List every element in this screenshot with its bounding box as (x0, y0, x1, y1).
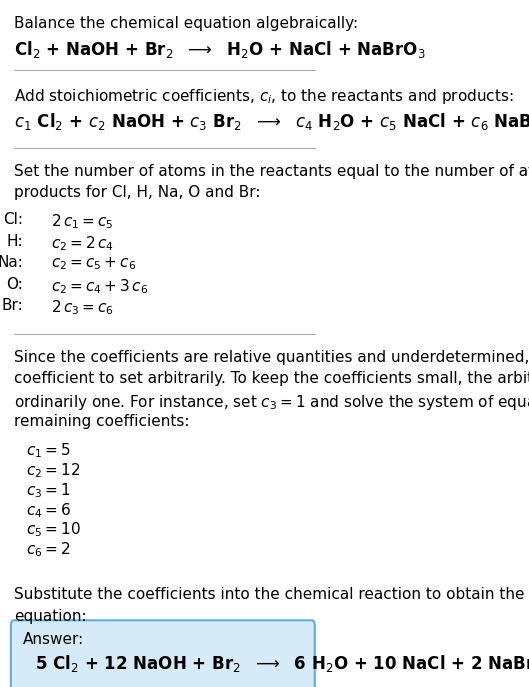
Text: $c_2 = c_4 + 3\,c_6$: $c_2 = c_4 + 3\,c_6$ (51, 277, 148, 295)
Text: Br:: Br: (2, 298, 23, 313)
Text: Substitute the coefficients into the chemical reaction to obtain the balanced: Substitute the coefficients into the che… (14, 587, 529, 602)
Text: $c_1 = 5$: $c_1 = 5$ (26, 442, 71, 460)
Text: $2\,c_1 = c_5$: $2\,c_1 = c_5$ (51, 212, 113, 231)
Text: $c_2 = 12$: $c_2 = 12$ (26, 462, 80, 480)
Text: $2\,c_3 = c_6$: $2\,c_3 = c_6$ (51, 298, 114, 317)
Text: Na:: Na: (0, 256, 23, 271)
Text: 5 Cl$_2$ + 12 NaOH + Br$_2$  $\longrightarrow$  6 H$_2$O + 10 NaCl + 2 NaBrO$_3$: 5 Cl$_2$ + 12 NaOH + Br$_2$ $\longrighta… (35, 653, 529, 674)
Text: $c_2 = c_5 + c_6$: $c_2 = c_5 + c_6$ (51, 256, 136, 272)
Text: equation:: equation: (14, 609, 87, 624)
Text: $c_5 = 10$: $c_5 = 10$ (26, 521, 81, 539)
Text: coefficient to set arbitrarily. To keep the coefficients small, the arbitrary va: coefficient to set arbitrarily. To keep … (14, 372, 529, 386)
Text: Balance the chemical equation algebraically:: Balance the chemical equation algebraica… (14, 16, 358, 30)
Text: O:: O: (6, 277, 23, 292)
Text: $c_2 = 2\,c_4$: $c_2 = 2\,c_4$ (51, 234, 114, 253)
Text: $c_3 = 1$: $c_3 = 1$ (26, 481, 71, 500)
Text: Set the number of atoms in the reactants equal to the number of atoms in the: Set the number of atoms in the reactants… (14, 164, 529, 179)
Text: Cl$_2$ + NaOH + Br$_2$  $\longrightarrow$  H$_2$O + NaCl + NaBrO$_3$: Cl$_2$ + NaOH + Br$_2$ $\longrightarrow$… (14, 39, 425, 60)
Text: Since the coefficients are relative quantities and underdetermined, choose a: Since the coefficients are relative quan… (14, 350, 529, 365)
Text: ordinarily one. For instance, set $c_3 = 1$ and solve the system of equations fo: ordinarily one. For instance, set $c_3 =… (14, 393, 529, 412)
Text: H:: H: (6, 234, 23, 249)
Text: $c_4 = 6$: $c_4 = 6$ (26, 501, 71, 519)
Text: products for Cl, H, Na, O and Br:: products for Cl, H, Na, O and Br: (14, 185, 260, 200)
Text: Answer:: Answer: (23, 631, 85, 646)
FancyBboxPatch shape (11, 620, 315, 687)
Text: $c_1$ Cl$_2$ + $c_2$ NaOH + $c_3$ Br$_2$  $\longrightarrow$  $c_4$ H$_2$O + $c_5: $c_1$ Cl$_2$ + $c_2$ NaOH + $c_3$ Br$_2$… (14, 111, 529, 132)
Text: remaining coefficients:: remaining coefficients: (14, 414, 189, 429)
Text: $c_6 = 2$: $c_6 = 2$ (26, 541, 71, 559)
Text: Add stoichiometric coefficients, $c_i$, to the reactants and products:: Add stoichiometric coefficients, $c_i$, … (14, 87, 514, 106)
Text: Cl:: Cl: (3, 212, 23, 227)
